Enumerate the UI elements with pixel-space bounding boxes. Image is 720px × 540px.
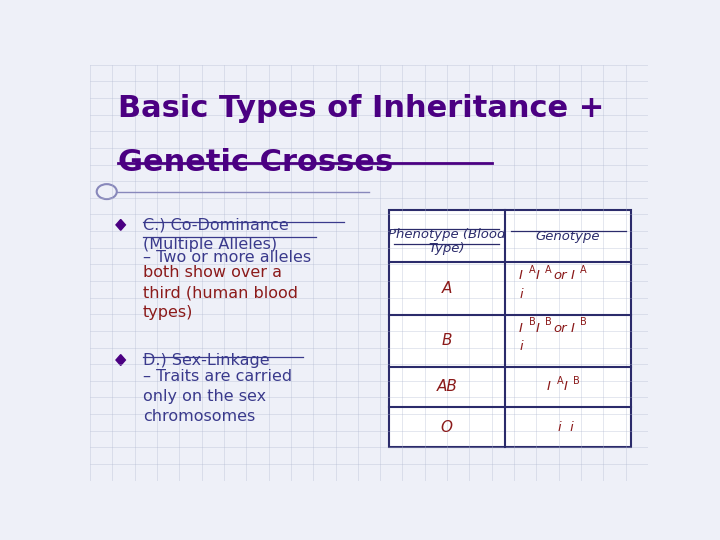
Text: i  i: i i [558,421,574,434]
Text: A: A [441,281,452,296]
Text: I: I [536,269,540,282]
Text: both show over a
third (human blood
types): both show over a third (human blood type… [143,265,298,320]
Text: AB: AB [436,380,457,394]
Polygon shape [116,355,125,366]
Text: Genotype: Genotype [536,230,600,243]
Text: A: A [580,265,587,275]
Text: i: i [519,288,523,301]
Text: A: A [528,265,535,275]
Text: Phenotype (Blood: Phenotype (Blood [388,228,505,241]
Text: B: B [580,318,587,327]
Text: A: A [545,265,552,275]
Text: C.) Co-Dominance
(Multiple Alleles): C.) Co-Dominance (Multiple Alleles) [143,218,289,252]
Text: or: or [554,269,567,282]
Text: I: I [547,380,551,394]
Text: B: B [545,318,552,327]
Text: I: I [564,380,567,394]
Text: I: I [536,321,540,335]
Polygon shape [116,219,125,230]
Text: D.) Sex-Linkage: D.) Sex-Linkage [143,353,269,368]
Text: or: or [554,321,567,335]
Text: I: I [519,269,523,282]
Text: B: B [441,333,452,348]
Text: B: B [573,376,580,386]
Text: O: O [441,420,453,435]
Text: B: B [528,318,535,327]
Text: I: I [519,321,523,335]
Text: I: I [570,321,575,335]
FancyBboxPatch shape [389,211,631,447]
Text: Type): Type) [428,242,465,255]
Text: – Traits are carried
only on the sex
chromosomes: – Traits are carried only on the sex chr… [143,369,292,424]
Text: Genetic Crosses: Genetic Crosses [118,148,393,177]
Text: Basic Types of Inheritance +: Basic Types of Inheritance + [118,94,604,123]
Text: A: A [557,376,563,386]
Text: – Two or more alleles: – Two or more alleles [143,250,311,265]
Text: i: i [519,340,523,353]
Text: I: I [570,269,575,282]
